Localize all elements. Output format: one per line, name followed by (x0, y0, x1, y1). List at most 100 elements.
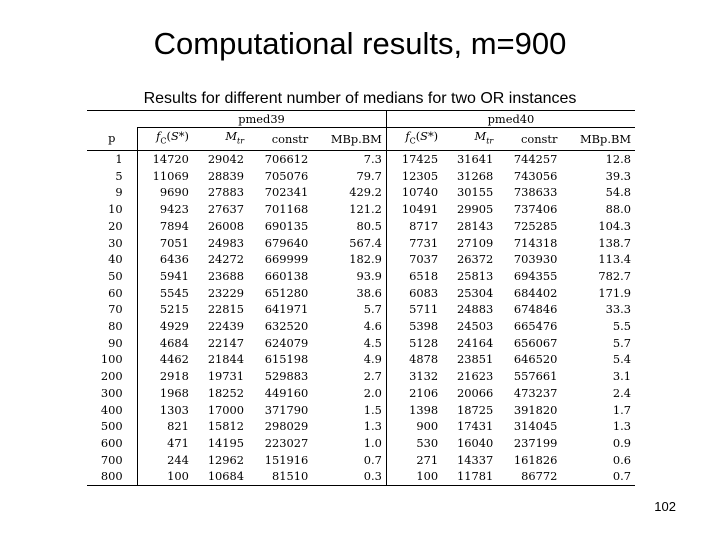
cell-pmed40-mbpbm: 0.9 (612, 435, 631, 450)
cell-pmed39-mbpbm: 1.5 (312, 401, 387, 419)
cell-pmed39-mbpbm: 80.5 (312, 217, 387, 235)
table-row: 50 5941 23688 660138 93.9 6518 25813 694355 782.… (87, 267, 635, 285)
cell-pmed39-constr: 705076 (264, 168, 309, 183)
cell-pmed39-mtr: 17000 (207, 402, 245, 417)
cell-pmed39-constr: 660138 (264, 268, 309, 283)
cell-pmed40-fc: 5398 (409, 319, 439, 334)
cell-pmed39-fc: 244 (167, 452, 189, 467)
cell-pmed39-fc: 5545 (159, 285, 189, 300)
cell-pmed39-constr: 371790 (264, 402, 309, 417)
cell-pmed39-fc: 9690 (159, 185, 189, 200)
column-header-mtr: Mtr (442, 127, 498, 151)
cell-p: 500 (87, 418, 138, 435)
cell-pmed39-mbpbm: 567.4 (312, 234, 387, 252)
cell-pmed39-fc: 4462 (159, 352, 189, 367)
column-header-p: p (87, 127, 138, 151)
cell-pmed39-constr: 669999 (264, 252, 309, 267)
cell-pmed40-mbpbm: 33.3 (605, 302, 631, 317)
cell-pmed40-fc: 271 (416, 452, 439, 467)
cell-pmed39-fc: 1303 (159, 402, 189, 417)
instance-header-pmed40: pmed40 (386, 110, 635, 128)
column-header-fc: fC(S*) (386, 127, 443, 151)
table-row: 600 471 14195 223027 1.0 530 16040 237199 0.9 (87, 434, 635, 452)
slide-title: Computational results, m=900 (153, 26, 567, 61)
cell-pmed40-constr: 646520 (513, 352, 558, 367)
cell-pmed39-constr: 615198 (264, 352, 309, 367)
cell-p: 700 (87, 451, 138, 469)
cell-pmed39-mtr: 14195 (207, 435, 245, 450)
column-header-mbpbm: MBp.BM (561, 127, 635, 151)
cell-pmed40-fc: 3132 (409, 369, 439, 384)
cell-pmed39-mbpbm: 2.7 (312, 368, 387, 385)
cell-pmed40-constr: 743056 (513, 168, 558, 183)
cell-pmed40-mbpbm: 104.3 (598, 218, 631, 233)
cell-pmed39-mtr: 23688 (207, 268, 245, 283)
cell-pmed39-constr: 624079 (264, 335, 309, 350)
cell-pmed39-mtr: 22815 (207, 302, 245, 317)
cell-pmed40-fc: 5711 (409, 302, 439, 317)
cell-pmed39-fc: 7894 (159, 218, 189, 233)
table-row: 400 1303 17000 371790 1.5 1398 18725 391820 1.7 (87, 401, 635, 419)
table-row: 30 7051 24983 679640 567.4 7731 27109 714318 138… (87, 234, 635, 252)
cell-p: 9 (87, 184, 138, 202)
cell-pmed40-constr: 665476 (513, 319, 558, 334)
cell-pmed39-fc: 100 (137, 468, 193, 487)
cell-pmed40-fc: 17425 (401, 151, 439, 166)
cell-pmed40-constr: 674846 (513, 302, 558, 317)
cell-pmed40-mbpbm: 39.3 (605, 168, 631, 183)
cell-pmed40-mtr: 27109 (457, 235, 494, 250)
table-row: 200 2918 19731 529883 2.7 3132 21623 557661 3.1 (87, 368, 635, 385)
cell-pmed40-constr: 714318 (513, 235, 558, 250)
cell-p: 100 (87, 351, 138, 369)
cell-pmed39-mtr: 15812 (207, 419, 245, 434)
cell-pmed40-constr: 744257 (513, 151, 558, 166)
cell-pmed40-constr: 391820 (513, 402, 558, 417)
cell-pmed40-mtr: 14337 (457, 452, 494, 467)
cell-pmed40-mbpbm: 1.7 (612, 402, 631, 417)
cell-pmed40-constr: 237199 (513, 435, 558, 450)
cell-pmed39-mbpbm: 1.0 (312, 434, 387, 452)
cell-pmed39-mtr: 22147 (207, 335, 245, 350)
cell-pmed40-mbpbm: 113.4 (598, 252, 631, 267)
cell-pmed39-fc: 471 (167, 435, 189, 450)
cell-pmed39-mbpbm: 5.7 (312, 301, 387, 319)
table-row: 700 244 12962 151916 0.7 271 14337 161826 0.6 (87, 451, 635, 469)
cell-pmed40-constr: 738633 (513, 185, 558, 200)
cell-pmed39-mbpbm: 0.7 (312, 451, 387, 469)
cell-p: 1 (87, 150, 138, 168)
cell-pmed40-mtr: 29905 (457, 202, 494, 217)
table-row: 40 6436 24272 669999 182.9 7037 26372 703930 113… (87, 251, 635, 268)
table-row: 80 4929 22439 632520 4.6 5398 24503 665476 5.5 (87, 318, 635, 335)
cell-p: 30 (87, 234, 138, 252)
cell-pmed39-constr: 702341 (264, 185, 309, 200)
cell-pmed39-fc: 14720 (152, 151, 189, 166)
instance-header-row: pmed39 pmed40 (87, 110, 635, 128)
cell-pmed40-constr: 557661 (513, 369, 558, 384)
cell-pmed39-fc: 6436 (159, 252, 189, 267)
cell-pmed40-mbpbm: 1.3 (612, 419, 631, 434)
cell-pmed39-constr: 449160 (264, 385, 309, 400)
cell-pmed39-mtr: 23229 (207, 285, 245, 300)
cell-pmed39-fc: 7051 (159, 235, 189, 250)
cell-pmed40-fc: 10740 (401, 185, 439, 200)
cell-pmed40-mtr: 20066 (457, 385, 494, 400)
cell-pmed39-mbpbm: 0.3 (312, 468, 387, 487)
cell-p: 40 (87, 251, 138, 268)
column-header-mtr: Mtr (192, 127, 249, 151)
cell-pmed40-mtr: 25304 (457, 285, 494, 300)
column-header-row: p fC(S*) Mtr constr MBp.BM fC(S*) Mtr co… (87, 127, 635, 151)
table-row: 90 4684 22147 624079 4.5 5128 24164 656067 5.7 (87, 334, 635, 352)
table-caption: Results for different number of medians … (143, 90, 577, 107)
cell-pmed39-mbpbm: 7.3 (312, 150, 387, 168)
cell-pmed39-constr: 81510 (248, 468, 313, 487)
cell-pmed40-mtr: 25813 (457, 268, 494, 283)
cell-pmed40-mtr: 24164 (457, 335, 494, 350)
table-row: 70 5215 22815 641971 5.7 5711 24883 674846 33.3 (87, 301, 635, 319)
cell-pmed40-mtr: 21623 (457, 369, 494, 384)
cell-pmed39-mbpbm: 429.2 (312, 184, 387, 202)
table-row: 5 11069 28839 705076 79.7 12305 31268 743056 39.… (87, 167, 635, 185)
cell-pmed39-mtr: 18252 (207, 385, 245, 400)
cell-pmed39-fc: 1968 (159, 385, 189, 400)
cell-p: 20 (87, 217, 138, 235)
cell-pmed39-constr: 641971 (264, 302, 309, 317)
